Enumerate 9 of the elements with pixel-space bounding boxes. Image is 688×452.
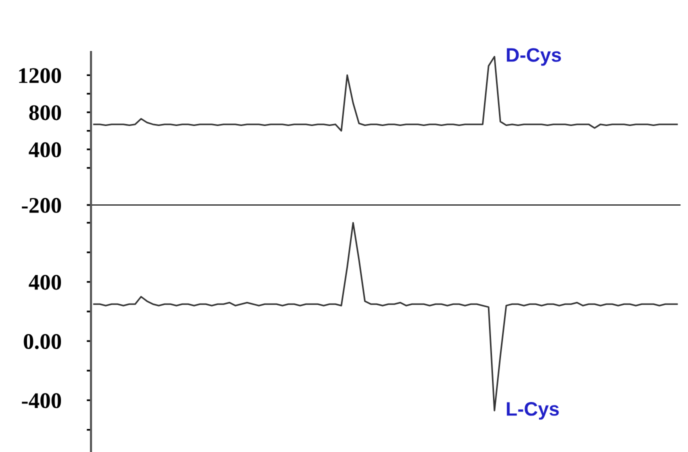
y-tick-label: 400 — [28, 274, 61, 290]
annotation: D-Cys — [506, 48, 561, 66]
y-tick-label: -200 — [22, 198, 61, 213]
y-tick-label: 0.00 — [24, 334, 61, 350]
y-tick-label: 800 — [29, 105, 61, 120]
y-tick-label: 1200 — [19, 68, 61, 84]
annotation: L-Cys — [506, 402, 559, 420]
y-tick-label: 400 — [28, 142, 61, 158]
y-tick-label: -400 — [22, 393, 61, 408]
